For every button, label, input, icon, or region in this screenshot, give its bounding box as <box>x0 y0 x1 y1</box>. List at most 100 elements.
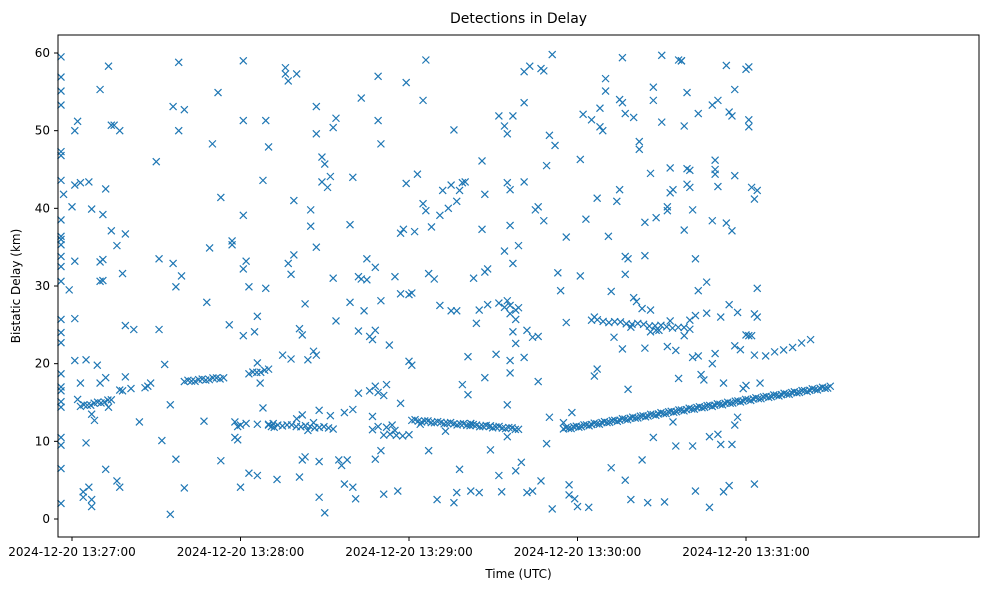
data-point <box>726 399 735 408</box>
data-point <box>624 385 632 394</box>
data-point <box>318 153 326 161</box>
point-stroke <box>542 439 551 448</box>
data-point <box>357 94 366 102</box>
data-point <box>688 353 697 362</box>
data-point <box>511 466 520 475</box>
data-point <box>351 494 360 503</box>
point-stroke <box>121 372 130 381</box>
point-stroke <box>687 404 696 413</box>
point-stroke <box>416 420 425 429</box>
data-point <box>374 72 383 81</box>
data-point <box>329 274 338 283</box>
point-stroke <box>604 232 613 241</box>
data-point <box>324 424 333 432</box>
data-point <box>657 51 666 60</box>
point-stroke <box>343 456 352 464</box>
point-stroke <box>202 298 211 307</box>
data-point <box>716 440 725 449</box>
data-point <box>292 414 301 423</box>
data-point <box>585 421 594 430</box>
data-point <box>440 419 449 428</box>
data-point <box>691 254 700 263</box>
point-stroke <box>548 504 557 513</box>
point-stroke <box>287 355 295 363</box>
point-stroke <box>256 368 265 377</box>
point-stroke <box>84 483 93 492</box>
data-point <box>685 316 694 325</box>
data-point <box>270 423 279 432</box>
data-point <box>680 226 689 235</box>
data-point <box>458 380 467 389</box>
data-point <box>744 63 753 71</box>
data-point <box>500 122 509 130</box>
data-point <box>57 101 65 109</box>
data-point <box>281 63 290 72</box>
data-point <box>680 323 688 332</box>
data-point <box>685 183 694 192</box>
data-point <box>641 412 650 421</box>
point-stroke <box>348 483 357 492</box>
point-stroke <box>166 510 175 519</box>
point-stroke <box>320 160 329 168</box>
point-stroke <box>660 497 669 506</box>
data-point <box>323 183 332 192</box>
data-point <box>797 339 806 347</box>
data-point <box>362 254 371 263</box>
data-point <box>584 503 593 512</box>
data-point <box>719 379 728 388</box>
data-point <box>65 285 74 294</box>
data-point <box>73 395 82 404</box>
data-point <box>736 397 745 406</box>
data-point <box>626 495 635 504</box>
point-stroke <box>435 211 444 220</box>
point-stroke <box>584 503 593 512</box>
point-stroke <box>57 52 65 61</box>
point-stroke <box>113 241 121 250</box>
data-point <box>444 204 453 213</box>
data-point <box>399 225 408 234</box>
data-point <box>624 254 632 263</box>
data-point <box>405 357 413 366</box>
point-stroke <box>357 94 366 102</box>
data-point <box>433 495 442 504</box>
data-point <box>680 331 689 340</box>
data-point <box>716 313 725 321</box>
point-stroke <box>719 379 728 388</box>
point-stroke <box>708 402 717 411</box>
point-stroke <box>797 339 806 347</box>
data-point <box>480 373 489 382</box>
point-stroke <box>458 178 467 187</box>
data-point <box>320 422 328 431</box>
data-point <box>618 344 627 353</box>
point-stroke <box>464 352 472 361</box>
point-stroke <box>772 391 781 400</box>
data-point <box>430 275 439 283</box>
point-stroke <box>101 465 110 474</box>
point-stroke <box>537 477 545 485</box>
y-tick-label: 10 <box>35 434 50 448</box>
data-point <box>396 229 405 238</box>
point-stroke <box>607 463 616 472</box>
point-stroke <box>236 483 245 492</box>
data-point <box>87 502 96 511</box>
point-stroke <box>219 373 228 382</box>
point-stroke <box>245 469 253 478</box>
data-point <box>118 386 127 395</box>
data-point <box>646 327 655 336</box>
data-point <box>492 350 500 359</box>
data-point <box>253 358 262 367</box>
point-stroke <box>205 244 214 252</box>
point-stroke <box>621 109 630 118</box>
point-stroke <box>663 342 672 351</box>
data-point <box>208 139 217 148</box>
data-point <box>228 237 236 245</box>
data-point <box>410 227 419 236</box>
point-stroke <box>374 72 383 81</box>
point-stroke <box>332 114 340 123</box>
point-stroke <box>551 141 559 150</box>
data-point <box>669 417 677 426</box>
data-point <box>539 216 548 225</box>
data-point <box>216 456 225 465</box>
point-stroke <box>113 477 121 485</box>
point-stroke <box>610 333 618 342</box>
